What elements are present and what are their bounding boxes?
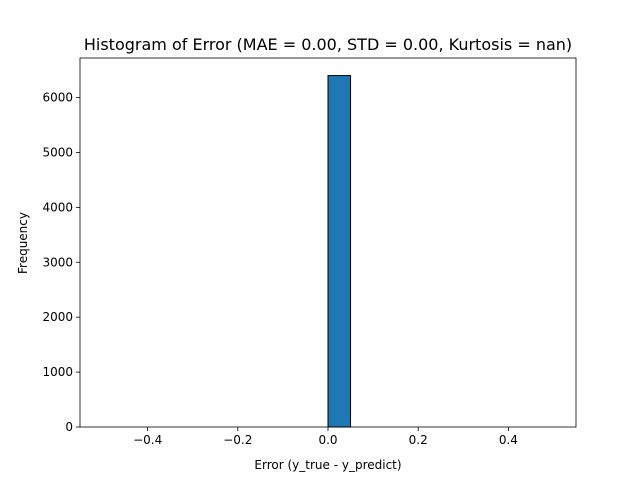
x-tick-label: 0.4 <box>499 433 518 447</box>
x-tick-label: −0.2 <box>223 433 252 447</box>
histogram-bar <box>327 75 352 428</box>
y-tick-label: 5000 <box>42 145 73 159</box>
y-tick-label: 2000 <box>42 310 73 324</box>
y-axis-label: Frequency <box>16 212 30 274</box>
x-axis-label: Error (y_true - y_predict) <box>254 458 401 472</box>
y-axis-ticks: 0 1000 2000 3000 4000 5000 6000 <box>42 91 80 434</box>
y-tick-label: 4000 <box>42 200 73 214</box>
plot-frame <box>79 57 577 428</box>
histogram-bars <box>327 75 352 428</box>
x-tick-label: −0.4 <box>133 433 162 447</box>
x-axis-ticks: −0.4 −0.2 0.0 0.2 0.4 <box>133 427 518 447</box>
y-tick-label: 0 <box>65 420 73 434</box>
y-tick-label: 1000 <box>42 365 73 379</box>
y-tick-label: 6000 <box>42 91 73 105</box>
x-tick-label: 0.0 <box>318 433 337 447</box>
x-tick-label: 0.2 <box>409 433 428 447</box>
y-tick-label: 3000 <box>42 255 73 269</box>
chart-title: Histogram of Error (MAE = 0.00, STD = 0.… <box>84 35 572 54</box>
